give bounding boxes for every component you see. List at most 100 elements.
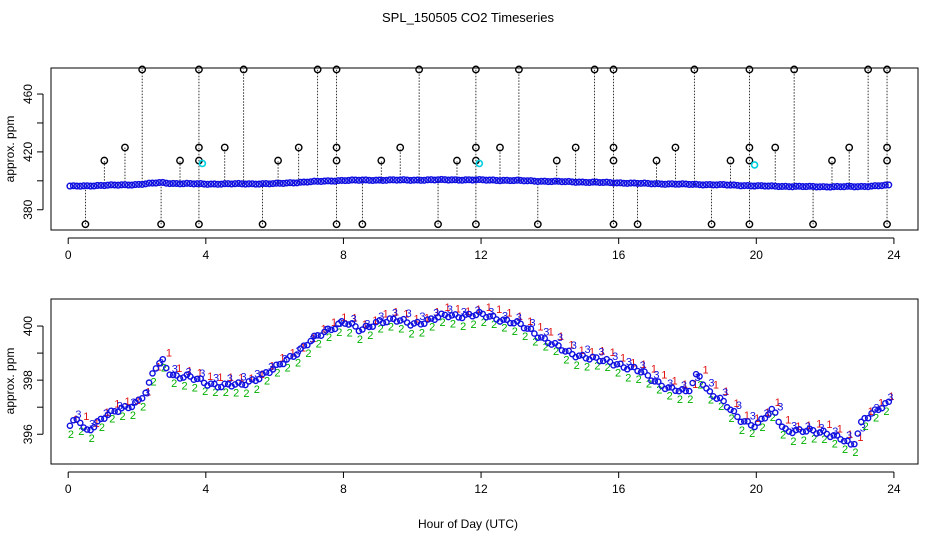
co2-point	[682, 387, 690, 395]
series-1-label: 1	[568, 339, 574, 351]
co2-point	[575, 178, 583, 186]
series-1-label: 1	[599, 346, 605, 358]
series-1-label: 1	[114, 399, 120, 411]
spike-point	[883, 220, 891, 229]
co2-point	[520, 177, 528, 185]
co2-point	[307, 178, 315, 186]
series-2-label: 2	[99, 422, 105, 434]
co2-point	[286, 179, 294, 187]
bottom-y-tick-label: 398	[21, 370, 35, 390]
co2-point	[252, 377, 260, 385]
series-2-label: 2	[295, 358, 301, 370]
co2-point	[104, 411, 112, 419]
series-3-label: 3	[598, 347, 604, 359]
co2-point	[517, 320, 524, 328]
co2-point	[534, 334, 542, 342]
spike-point	[633, 220, 642, 229]
spike-point	[690, 65, 699, 74]
co2-point	[765, 411, 772, 418]
series-2-label: 2	[326, 332, 332, 344]
spike-point	[515, 65, 523, 74]
co2-point	[324, 177, 332, 185]
co2-point	[562, 348, 569, 355]
co2-point	[572, 353, 579, 361]
co2-point	[259, 370, 266, 378]
co2-point	[331, 325, 339, 333]
spike-point	[377, 156, 386, 165]
co2-point	[523, 177, 532, 185]
co2-point	[737, 182, 745, 190]
series-1-label: 1	[248, 373, 254, 385]
series-3-label: 3	[419, 311, 425, 323]
co2-point	[183, 179, 191, 187]
co2-point	[231, 180, 239, 188]
co2-point	[469, 312, 476, 320]
spike-point	[332, 220, 341, 229]
co2-point	[788, 183, 796, 191]
x-axis-label: Hour of Day (UTC)	[418, 517, 518, 531]
top-y-axis: 380 420 460	[21, 84, 44, 220]
co2-point	[503, 316, 511, 324]
co2-point	[531, 330, 538, 337]
co2-point	[785, 428, 793, 435]
series-2-label: 2	[450, 318, 456, 330]
co2-point	[193, 180, 201, 188]
co2-point	[826, 433, 834, 441]
co2-point	[806, 182, 814, 190]
series-1-label: 1	[888, 391, 894, 403]
co2-point	[689, 379, 696, 387]
co2-point	[651, 378, 659, 385]
series-3-label: 3	[351, 314, 357, 326]
series-2-label: 2	[615, 367, 621, 379]
co2-point	[462, 176, 470, 184]
bottom-y-tick-label: 396	[21, 424, 35, 444]
series-3-label: 3	[777, 402, 783, 414]
series-1-label: 1	[837, 423, 843, 435]
co2-point	[255, 375, 263, 383]
co2-point	[338, 176, 346, 184]
co2-point	[448, 176, 456, 184]
co2-point	[269, 366, 277, 373]
series-2-label: 2	[388, 322, 394, 334]
co2-point	[358, 176, 366, 184]
co2-point	[486, 176, 494, 184]
co2-point	[272, 179, 280, 187]
series-1-label: 1	[186, 366, 192, 378]
co2-point	[303, 178, 311, 186]
spike-point	[533, 220, 542, 229]
co2-point	[517, 176, 525, 184]
co2-point	[799, 428, 807, 436]
co2-point	[345, 176, 353, 184]
co2-point	[489, 176, 497, 184]
spike-point	[552, 156, 561, 165]
co2-point	[527, 177, 535, 185]
spike-point	[453, 156, 461, 165]
co2-point	[675, 180, 683, 188]
co2-point	[224, 180, 232, 188]
bottom-plot-frame	[50, 298, 919, 465]
co2-point	[406, 176, 415, 184]
series-1-label: 1	[486, 302, 492, 314]
co2-point	[97, 181, 105, 189]
series-2-label: 2	[842, 444, 848, 456]
series-3-label: 3	[213, 373, 219, 385]
series-1-label: 1	[548, 326, 554, 338]
series-3-label: 3	[750, 410, 756, 422]
series-1-label: 1	[444, 302, 450, 314]
series-1-label: 1	[393, 307, 399, 319]
co2-point	[685, 180, 693, 189]
co2-point	[149, 370, 156, 377]
co2-point	[355, 176, 363, 184]
co2-point	[348, 176, 356, 184]
co2-point	[878, 182, 886, 190]
series-2-label: 2	[243, 388, 249, 400]
co2-point	[152, 179, 160, 187]
series-2-label: 2	[347, 328, 353, 340]
co2-point	[307, 337, 315, 345]
series-1-label: 1	[610, 347, 616, 359]
co2-point	[778, 182, 786, 191]
co2-point	[125, 404, 132, 412]
co2-point	[410, 176, 418, 184]
top-x-tick-label: 8	[340, 248, 347, 262]
co2-point	[802, 183, 810, 191]
